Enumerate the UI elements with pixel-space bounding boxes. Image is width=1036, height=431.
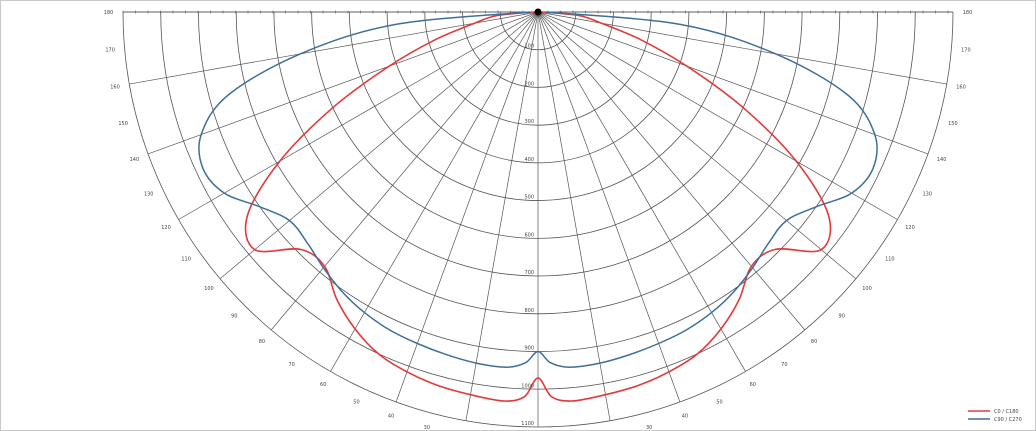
angle-tick-label: 130 <box>923 192 933 198</box>
angle-tick-label: 140 <box>937 157 947 163</box>
angle-ray <box>330 11 539 372</box>
radial-tick-label: 900 <box>524 346 534 352</box>
angle-tick-label: 60 <box>750 382 756 388</box>
radial-tick-label: 500 <box>524 195 534 201</box>
angle-tick-label: 40 <box>682 414 688 420</box>
angle-tick-label: 110 <box>181 256 191 262</box>
angle-tick-label: 30 <box>646 425 652 431</box>
angle-tick-label: 70 <box>781 362 787 368</box>
angle-ray <box>147 11 539 155</box>
angle-ray <box>219 11 539 280</box>
angle-tick-label: 170 <box>105 47 115 53</box>
angle-tick-label: 90 <box>231 314 237 320</box>
angle-tick-label: 120 <box>161 225 171 231</box>
angle-ray <box>270 11 539 331</box>
radial-tick-label: 300 <box>524 119 534 125</box>
angle-tick-label: 100 <box>204 286 214 292</box>
angle-ray <box>537 11 898 220</box>
radial-tick-label: 100 <box>524 44 534 50</box>
series-c0-c180-line <box>244 11 832 402</box>
angle-tick-label: 110 <box>885 256 895 262</box>
angle-ray <box>537 11 611 421</box>
angle-tick-label: 150 <box>118 121 128 127</box>
angle-tick-label: 130 <box>144 192 154 198</box>
legend: C0 / C180 C90 / C270 <box>968 409 1022 423</box>
angle-tick-label: 160 <box>110 85 120 91</box>
angle-tick-label: 80 <box>259 339 265 345</box>
radial-tick-label: 600 <box>524 232 534 238</box>
origin-marker <box>534 8 542 16</box>
angle-rays <box>123 8 953 427</box>
angle-ray <box>537 11 746 372</box>
angle-ray <box>395 11 539 403</box>
angle-tick-label: 70 <box>288 362 294 368</box>
angle-tick-label: 170 <box>961 47 971 53</box>
angle-tick-label: 50 <box>353 399 359 405</box>
angle-ray <box>537 11 929 155</box>
angle-ray <box>537 11 947 85</box>
radial-tick-label: 700 <box>524 270 534 276</box>
angle-tick-label: 140 <box>130 157 140 163</box>
legend-label: C90 / C270 <box>994 417 1022 423</box>
angle-ray <box>129 11 539 85</box>
angle-tick-label: 160 <box>956 85 966 91</box>
radial-tick-label: 800 <box>524 308 534 314</box>
radial-tick-label: 1000 <box>521 383 534 389</box>
angle-tick-label: 60 <box>320 382 326 388</box>
series-c90-c270-line <box>198 11 878 368</box>
angle-tick-label: 100 <box>862 286 872 292</box>
angle-tick-label: 180 <box>104 10 114 16</box>
angle-tick-label: 120 <box>905 225 915 231</box>
angle-ray <box>537 11 857 280</box>
angle-ray <box>537 11 806 331</box>
angle-ray <box>537 11 681 403</box>
radial-tick-label: 1100 <box>521 421 534 427</box>
radial-tick-label: 400 <box>524 157 534 163</box>
angle-tick-label: 50 <box>716 399 722 405</box>
labels: 180 170 160 150 140 130 120 110 100 90 80 70 60 50 40 3… <box>104 10 973 431</box>
radial-tick-label: 200 <box>524 81 534 87</box>
legend-label: C0 / C180 <box>994 409 1019 415</box>
angle-tick-label: 30 <box>424 425 430 431</box>
angle-tick-label: 150 <box>948 121 958 127</box>
angle-tick-label: 80 <box>811 339 817 345</box>
angle-ray <box>178 11 539 220</box>
angle-tick-label: 180 <box>963 10 973 16</box>
angle-tick-label: 40 <box>388 414 394 420</box>
angle-tick-label: 90 <box>839 314 845 320</box>
angle-ray <box>465 11 539 421</box>
series-curves <box>198 11 878 402</box>
